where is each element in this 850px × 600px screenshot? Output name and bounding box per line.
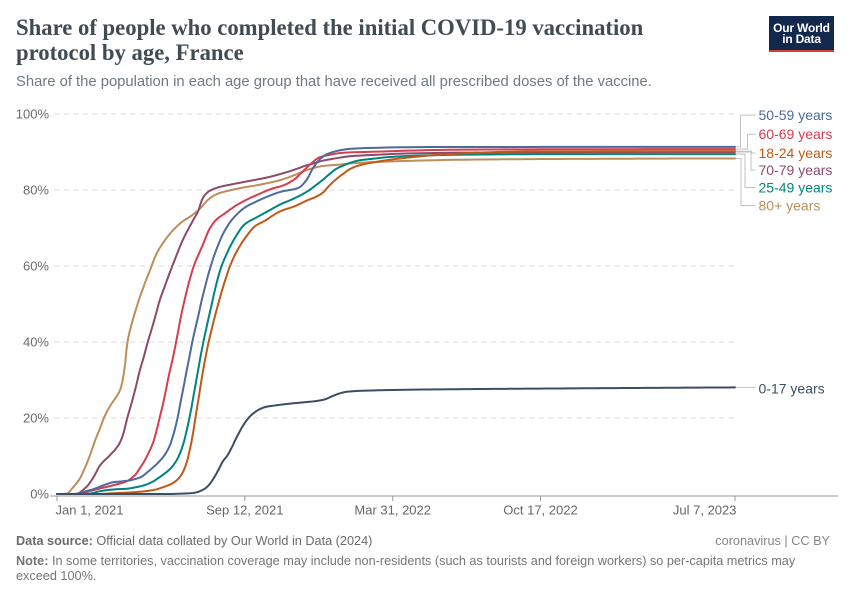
svg-text:Jul 7, 2023: Jul 7, 2023 <box>673 503 737 518</box>
svg-text:70-79 years: 70-79 years <box>759 162 833 178</box>
svg-text:Mar 31, 2022: Mar 31, 2022 <box>354 503 431 518</box>
svg-text:Sep 12, 2021: Sep 12, 2021 <box>206 503 283 518</box>
svg-text:100%: 100% <box>16 107 50 122</box>
svg-text:40%: 40% <box>23 335 49 350</box>
svg-text:0-17 years: 0-17 years <box>759 380 825 396</box>
svg-text:60-69 years: 60-69 years <box>759 126 833 142</box>
svg-text:18-24 years: 18-24 years <box>759 145 833 161</box>
svg-text:20%: 20% <box>23 411 49 426</box>
svg-text:Jan 1, 2021: Jan 1, 2021 <box>56 503 124 518</box>
svg-text:60%: 60% <box>23 259 49 274</box>
svg-text:50-59 years: 50-59 years <box>759 107 833 123</box>
svg-text:80+ years: 80+ years <box>759 197 821 213</box>
svg-text:0%: 0% <box>30 487 49 502</box>
svg-text:80%: 80% <box>23 183 49 198</box>
svg-text:Oct 17, 2022: Oct 17, 2022 <box>503 503 577 518</box>
svg-text:25-49 years: 25-49 years <box>759 179 833 195</box>
